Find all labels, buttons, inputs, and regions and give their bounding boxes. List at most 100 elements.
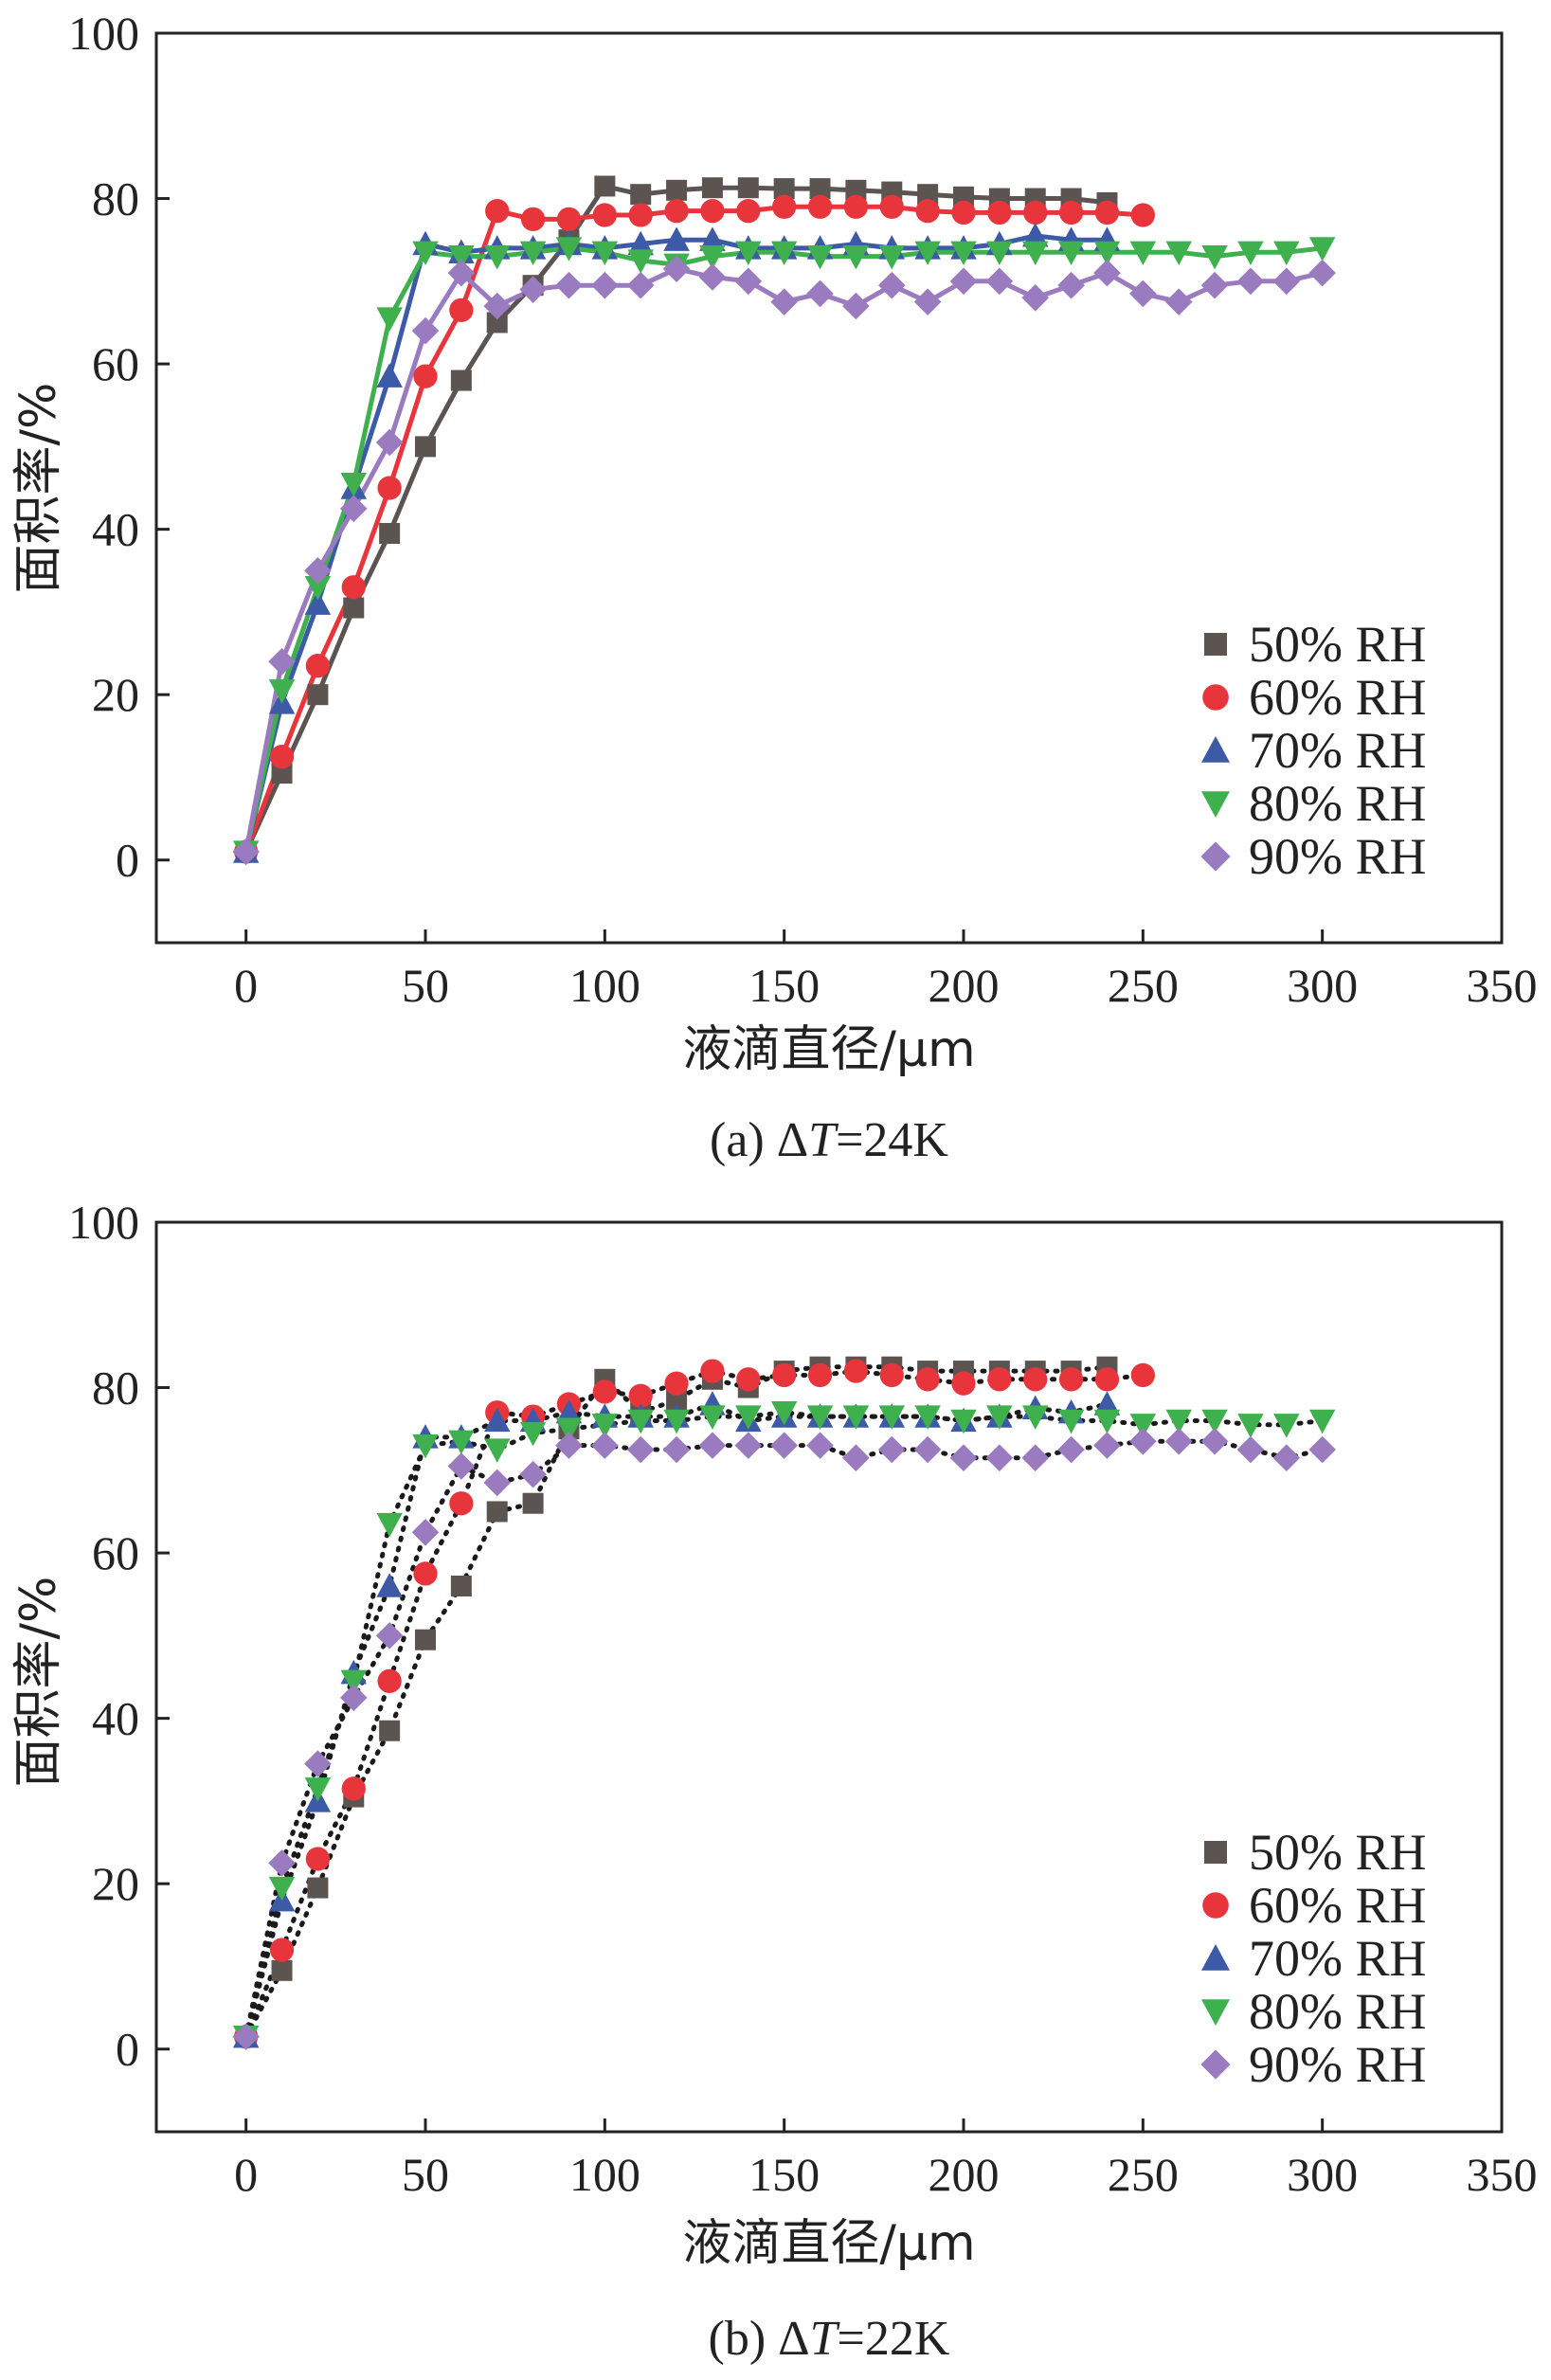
y-tick-label: 80 [92,1361,139,1415]
data-point [664,198,689,224]
data-point [985,1444,1014,1472]
data-point [627,1409,654,1434]
y-tick-label: 40 [92,1692,139,1745]
plot-frame [154,1220,1504,2134]
data-point [483,1407,511,1433]
data-point [271,763,293,784]
x-tick-label: 250 [1108,959,1179,1012]
data-point [1058,200,1084,225]
data-point [591,271,619,299]
data-point [304,590,332,615]
x-tick-label: 150 [748,959,820,1012]
data-point [806,1405,834,1430]
data-point [772,194,797,219]
data-point [1093,1391,1121,1415]
data-point [628,1383,653,1408]
legend-label: 60% RH [1249,1877,1427,1934]
series-markers [232,175,1336,866]
data-point [519,241,547,266]
data-point [735,1405,762,1430]
data-point [914,1405,941,1430]
data-point [986,241,1013,266]
data-point [411,1518,440,1546]
data-point [1272,267,1301,296]
data-point [1272,1444,1301,1472]
data-point [950,241,977,266]
y-tick-label: 100 [68,7,139,60]
data-point [662,255,691,283]
data-point [415,436,436,458]
data-point [376,1573,403,1597]
data-point [594,175,616,197]
data-point [449,1491,474,1516]
data-point [415,1629,436,1650]
data-point [1130,1362,1155,1388]
data-point [806,1432,834,1459]
data-point [486,312,508,334]
data-point [1093,1409,1121,1434]
data-point [1093,1432,1121,1459]
legend-label: 50% RH [1249,1824,1427,1881]
data-point [447,259,476,287]
data-point [949,267,978,296]
y-tick-label: 0 [116,834,139,887]
data-point [843,194,869,219]
data-point [268,1849,296,1877]
panel-b: 0 50 100 150 200 250 300 350 0 20 40 60 80 100 50% R… [10,1196,1538,2366]
data-point [1129,241,1157,266]
data-point [1164,1427,1193,1455]
axis-ticks [156,1220,1504,2132]
data-point [376,307,403,332]
data-point [1023,1367,1048,1392]
data-point [411,316,440,345]
x-tick-label: 300 [1287,2148,1358,2201]
y-axis-title: 面积率/% [10,1577,67,1788]
data-point [1308,1435,1336,1464]
data-point [341,1776,366,1801]
legend-marker [1201,736,1230,763]
legend-marker [1202,1892,1229,1919]
data-point [951,1371,976,1396]
data-point [1129,1414,1157,1438]
data-point [842,292,870,320]
x-axis-title: 液滴直径/μm [682,2215,975,2272]
y-tick-label: 40 [92,503,139,556]
legend-label: 90% RH [1249,2036,1427,2093]
data-point [591,1414,619,1438]
data-point [1200,271,1229,299]
legend-label: 70% RH [1249,1930,1427,1987]
data-point [448,1430,475,1455]
data-point [271,1959,293,1981]
data-point [1308,237,1336,261]
data-point [555,1432,583,1459]
data-point [379,523,401,544]
data-point [304,556,332,585]
x-axis-title: 液滴直径/μm [682,1021,975,1078]
data-point [377,1668,402,1694]
data-point [268,1876,296,1902]
data-point [304,1777,332,1802]
data-point [878,244,906,270]
data-point [556,207,582,232]
data-point [666,1389,688,1411]
x-tick-label: 100 [569,2148,640,2201]
x-tick-label: 200 [929,959,1000,1012]
data-point [770,1401,798,1426]
data-point [519,1460,547,1488]
data-point [917,184,939,206]
data-point [555,1398,583,1424]
data-point [1093,241,1121,266]
data-point [666,179,688,201]
data-point [1130,203,1155,227]
data-point [950,1409,977,1434]
data-point [413,1561,438,1586]
data-point [986,1405,1013,1430]
data-point [662,1435,691,1464]
data-point [412,1433,439,1459]
data-point [483,1438,511,1463]
data-point [1021,241,1049,266]
data-point [449,298,474,323]
data-point [1129,1427,1157,1455]
data-point [305,1847,331,1871]
data-point [809,178,831,200]
